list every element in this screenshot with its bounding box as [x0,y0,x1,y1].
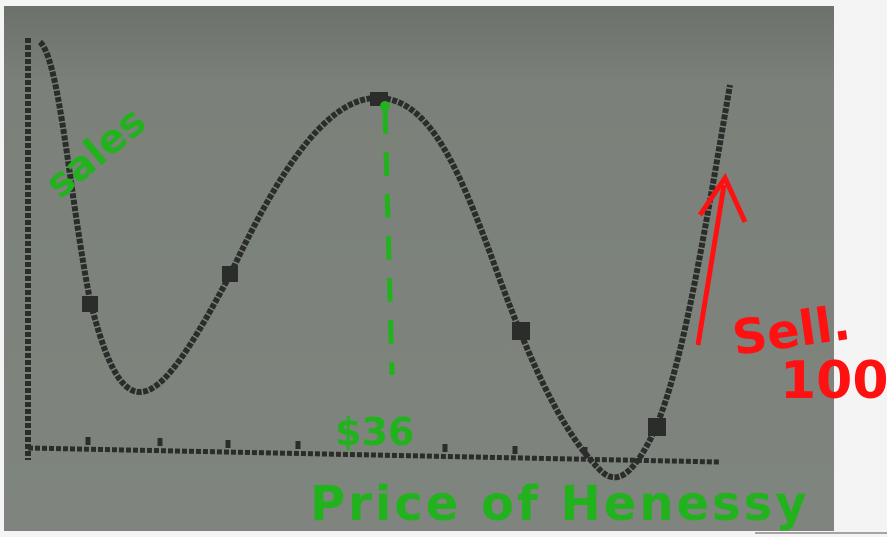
photo: sales $36 Price of Henessy Sell. 100 [0,0,887,537]
x-label: Price of Henessy [310,476,809,532]
note-value: 100 [780,351,887,411]
x-mark-label: $36 [335,410,414,454]
peak-dot [380,101,390,111]
